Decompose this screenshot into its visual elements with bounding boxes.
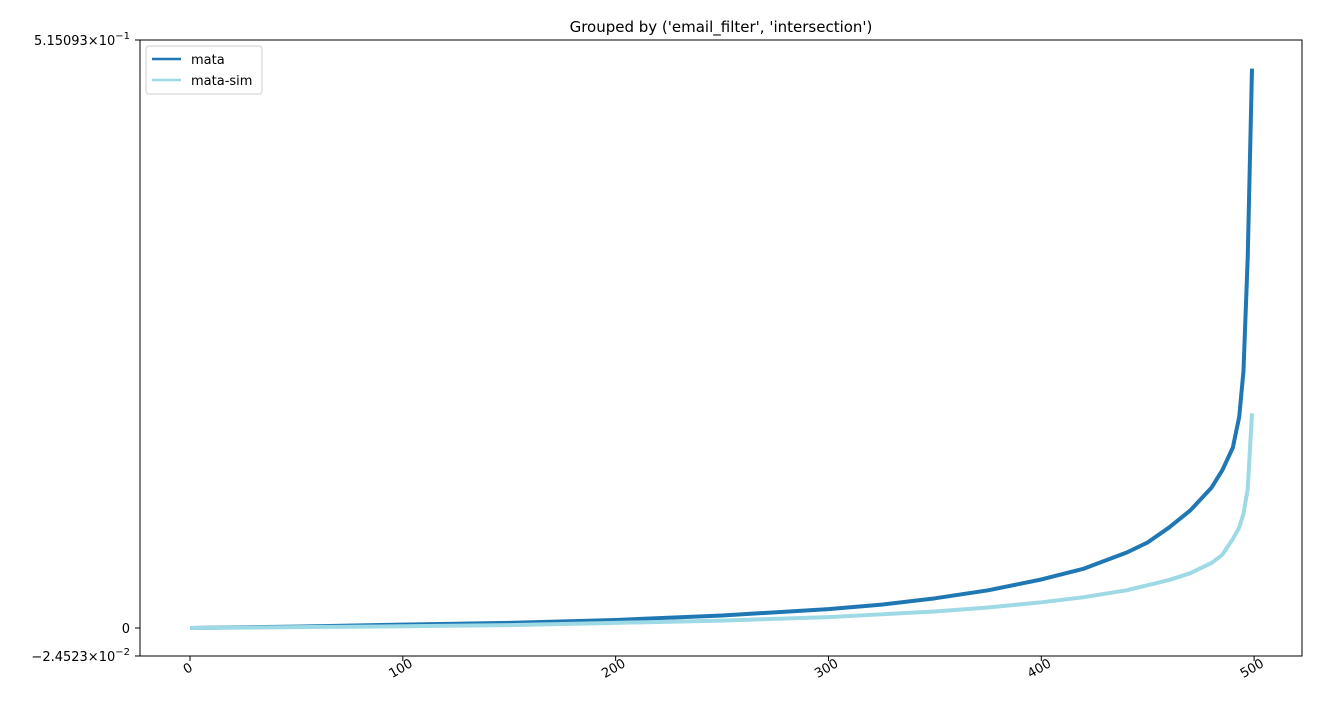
series-lines [189, 68, 1254, 631]
x-tick-label: 200 [599, 656, 628, 681]
x-tick-label: 0 [181, 660, 196, 677]
y-tick-label: 5.15093×10−1 [34, 31, 130, 49]
legend-label-mata: mata [191, 53, 225, 68]
x-axis: 0 100 200 300 400 500 [181, 656, 1267, 682]
legend: mata mata-sim [145, 45, 263, 95]
plot-frame [139, 39, 1303, 657]
legend-label-mata-sim: mata-sim [191, 74, 252, 89]
series-line-mata-sim [189, 413, 1254, 631]
x-tick-label: 300 [812, 656, 841, 681]
y-tick-label: 0 [122, 622, 130, 637]
y-axis: −2.4523×10−2 0 5.15093×10−1 [31, 31, 140, 665]
y-tick-label: −2.4523×10−2 [31, 647, 130, 665]
chart-title: Grouped by ('email_filter', 'intersectio… [570, 18, 873, 37]
x-tick-label: 400 [1025, 656, 1054, 681]
x-tick-label: 100 [387, 656, 416, 681]
series-line-mata [189, 68, 1254, 631]
axes [139, 39, 1303, 657]
x-tick-label: 500 [1238, 656, 1267, 681]
